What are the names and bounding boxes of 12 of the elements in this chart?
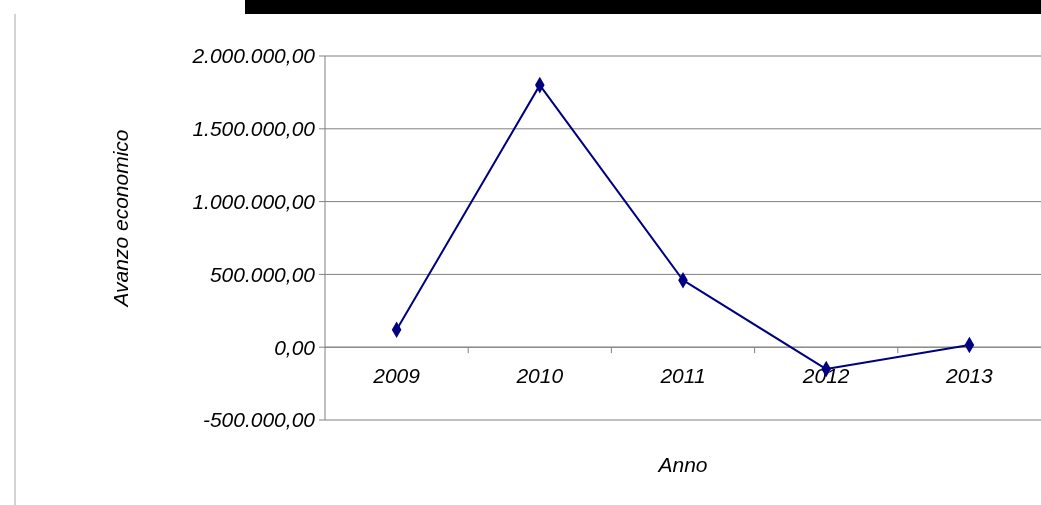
y-tick-label: 2.000.000,00	[191, 44, 316, 68]
y-tick-label: 500.000,00	[209, 262, 316, 286]
y-tick-label: 1.500.000,00	[192, 117, 316, 141]
y-tick-label: 1.000.000,00	[192, 189, 316, 213]
x-tick-label: 2013	[945, 364, 994, 388]
x-tick-label: 2009	[372, 364, 421, 388]
y-tick-label: -500.000,00	[202, 408, 316, 432]
x-axis-title: Anno	[656, 453, 708, 476]
y-axis-title: Avanzo economico	[109, 129, 132, 309]
y-tick-label: 0,00	[274, 335, 316, 359]
x-tick-label: 2010	[515, 364, 564, 388]
x-tick-label: 2011	[659, 364, 706, 388]
